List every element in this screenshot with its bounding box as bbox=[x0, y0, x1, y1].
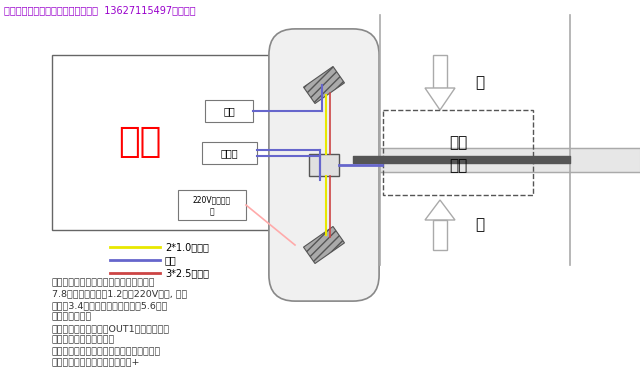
Text: 出: 出 bbox=[476, 75, 484, 90]
Text: 检测器3.4口接道闸公共与地感，5.6口接: 检测器3.4口接道闸公共与地感，5.6口接 bbox=[52, 301, 168, 310]
Bar bbox=[52, 55, 282, 230]
Bar bbox=[433, 55, 447, 88]
Text: 车辆检测器接线：地感线圈接车辆检测器: 车辆检测器接线：地感线圈接车辆检测器 bbox=[52, 278, 156, 287]
Bar bbox=[309, 154, 339, 176]
Bar bbox=[202, 142, 257, 164]
Polygon shape bbox=[303, 226, 344, 263]
Text: 亭管理电脑通过交换机相连接。+: 亭管理电脑通过交换机相连接。+ bbox=[52, 358, 141, 367]
Text: 网线: 网线 bbox=[165, 255, 177, 265]
Bar bbox=[178, 190, 246, 220]
Text: 道闸关与公共。: 道闸关与公共。 bbox=[52, 312, 92, 321]
Text: 2*1.0控制线: 2*1.0控制线 bbox=[165, 242, 209, 252]
Text: 地感: 地感 bbox=[449, 135, 467, 150]
Bar bbox=[433, 220, 447, 250]
Text: 岗亭: 岗亭 bbox=[118, 125, 161, 160]
Text: 线与道闸公共和开连接。: 线与道闸公共和开连接。 bbox=[52, 336, 115, 345]
Polygon shape bbox=[425, 200, 455, 220]
Text: 摄像机开闸信号接口是OUT1接线口该接口: 摄像机开闸信号接口是OUT1接线口该接口 bbox=[52, 324, 170, 333]
Bar bbox=[383, 110, 533, 195]
Text: 电脑: 电脑 bbox=[223, 106, 235, 116]
FancyBboxPatch shape bbox=[269, 29, 379, 301]
Polygon shape bbox=[425, 88, 455, 110]
Text: 箱: 箱 bbox=[210, 207, 214, 217]
Text: 220V电源控制: 220V电源控制 bbox=[193, 195, 231, 204]
Text: 武汉四方捷通专业智造车牌识别系统  13627115497（微信）: 武汉四方捷通专业智造车牌识别系统 13627115497（微信） bbox=[4, 5, 196, 15]
Text: 7.8口，车辆检测器1.2口接220V电源, 车辆: 7.8口，车辆检测器1.2口接220V电源, 车辆 bbox=[52, 290, 188, 299]
Bar bbox=[205, 100, 253, 122]
Text: 3*2.5电源线: 3*2.5电源线 bbox=[165, 268, 209, 278]
Text: 每个语音屏与摄像机都需要单独网线，与岗: 每个语音屏与摄像机都需要单独网线，与岗 bbox=[52, 347, 161, 356]
Text: 线圈: 线圈 bbox=[449, 158, 467, 173]
Text: 进: 进 bbox=[476, 217, 484, 233]
Text: 交换机: 交换机 bbox=[220, 148, 238, 158]
Polygon shape bbox=[303, 66, 344, 103]
